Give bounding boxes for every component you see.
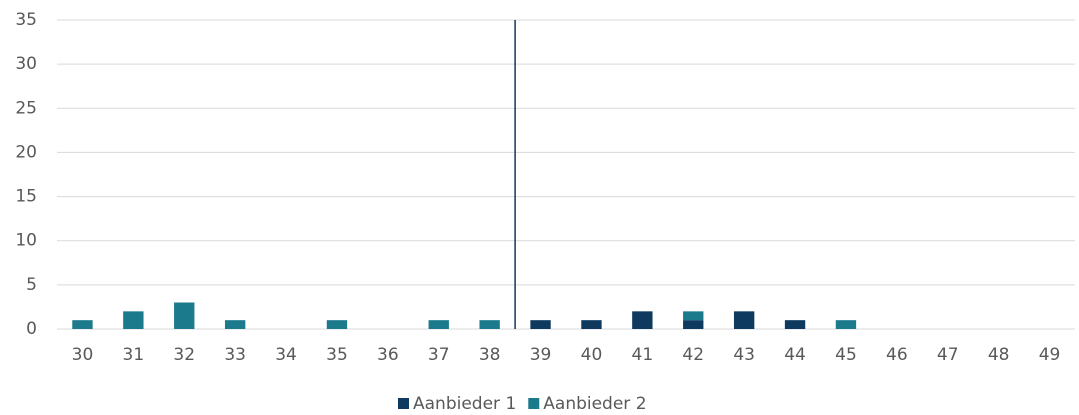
y-tick-label: 30 bbox=[15, 54, 37, 74]
x-tick-label: 43 bbox=[733, 345, 755, 365]
bar bbox=[326, 320, 348, 329]
x-tick-label: 35 bbox=[326, 345, 348, 365]
y-tick-label: 5 bbox=[26, 275, 37, 295]
x-tick-label: 44 bbox=[784, 345, 806, 365]
x-tick-label: 34 bbox=[275, 345, 297, 365]
y-tick-label: 20 bbox=[15, 142, 37, 162]
y-tick-label: 0 bbox=[26, 319, 37, 339]
x-tick-label: 47 bbox=[937, 345, 959, 365]
bar bbox=[428, 320, 449, 329]
bar bbox=[835, 320, 857, 329]
y-tick-label: 25 bbox=[15, 98, 37, 118]
x-tick-label: 32 bbox=[173, 345, 195, 365]
bar bbox=[784, 320, 806, 329]
legend-swatch bbox=[528, 398, 540, 409]
legend-label: Aanbieder 2 bbox=[543, 394, 646, 414]
bar bbox=[224, 320, 246, 329]
bar bbox=[479, 320, 500, 329]
bar bbox=[632, 311, 653, 329]
x-tick-label: 42 bbox=[682, 345, 704, 365]
bar bbox=[174, 302, 195, 329]
x-tick-label: 33 bbox=[224, 345, 246, 365]
y-tick-label: 35 bbox=[15, 10, 37, 30]
x-tick-label: 46 bbox=[886, 345, 908, 365]
x-tick-label: 39 bbox=[530, 345, 552, 365]
x-tick-label: 40 bbox=[581, 345, 603, 365]
legend-label: Aanbieder 1 bbox=[413, 394, 516, 414]
bar bbox=[683, 320, 704, 329]
x-tick-label: 30 bbox=[72, 345, 94, 365]
bar bbox=[530, 320, 551, 329]
x-tick-label: 45 bbox=[835, 345, 857, 365]
bar bbox=[123, 311, 144, 329]
x-tick-label: 31 bbox=[123, 345, 145, 365]
bar bbox=[683, 311, 704, 321]
bar bbox=[733, 311, 755, 329]
x-tick-label: 38 bbox=[479, 345, 501, 365]
x-tick-label: 41 bbox=[632, 345, 654, 365]
y-tick-label: 15 bbox=[15, 187, 37, 207]
y-tick-label: 10 bbox=[15, 231, 37, 251]
x-tick-label: 37 bbox=[428, 345, 450, 365]
bar bbox=[581, 320, 602, 329]
bar bbox=[72, 320, 93, 329]
legend-swatch bbox=[398, 398, 409, 409]
x-tick-label: 48 bbox=[988, 345, 1010, 365]
x-tick-label: 49 bbox=[1039, 345, 1061, 365]
x-tick-label: 36 bbox=[377, 345, 399, 365]
